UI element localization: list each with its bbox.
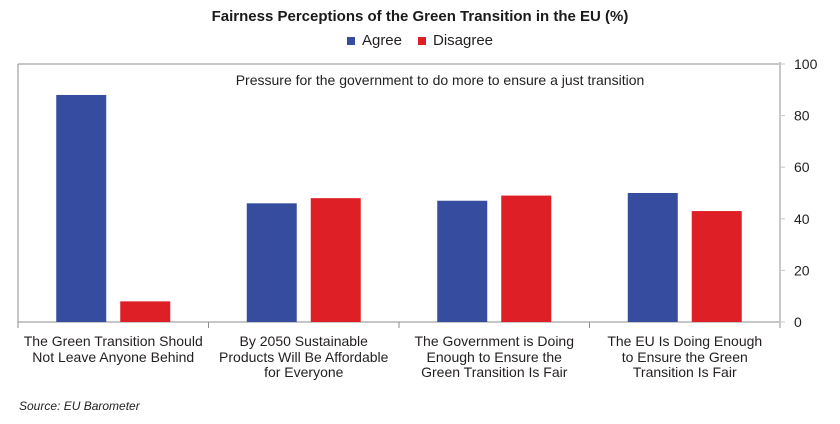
x-tick-label-line: Transition Is Fair [632,364,737,380]
x-tick-label-line: to Ensure the Green [621,348,748,365]
bar-disagree-1 [120,301,171,322]
bar-disagree-4 [691,211,742,322]
x-tick-label-line: The Green Transition Should [23,333,203,349]
x-tick-label: The EU Is Doing Enough to Ensure the Gree… [590,333,780,381]
bar-agree-2 [246,203,297,322]
x-tick-label-line: Products Will Be Affordable [219,348,389,365]
x-tick-label-line: Green Transition Is Fair [421,364,568,380]
x-tick-label-line: By 2050 Sustainable [239,333,368,349]
y-tick-label: 40 [794,211,810,227]
chart-annotation: Pressure for the government to do more t… [236,72,645,88]
x-tick-label-line: for Everyone [264,364,344,380]
legend-swatch-disagree [418,36,426,45]
x-tick-label-line: Enough to Ensure the [426,348,562,365]
y-tick-label: 100 [794,56,818,72]
x-tick-label: The Green Transition Should Not Leave Any… [18,333,208,365]
bar-agree-3 [437,200,488,322]
y-tick-label: 0 [794,314,802,330]
source-note: Source: EU Barometer [19,399,140,413]
legend-label-agree: Agree [361,32,402,49]
legend-label-disagree: Disagree [433,32,494,49]
bar-agree-1 [56,94,107,323]
chart-title: Fairness Perceptions of the Green Transi… [211,8,629,25]
y-tick-label: 80 [794,108,810,124]
bar-disagree-3 [501,195,552,322]
x-tick-label-line: The Government is Doing [414,333,575,349]
x-tick-label: The Government is Doing Enough to Ensure … [399,333,589,381]
x-tick-label-line: Not Leave Anyone Behind [32,348,195,365]
legend: Agree Disagree [0,32,840,49]
legend-swatch-agree [346,36,355,45]
bar-disagree-2 [310,198,361,322]
y-tick-label: 20 [794,262,810,278]
bar-agree-4 [627,193,678,322]
legend-item-agree: Agree [346,32,402,49]
legend-item-disagree: Disagree [418,32,493,49]
x-tick-label-line: The EU Is Doing Enough [607,333,763,349]
x-tick-label: By 2050 Sustainable Products Will Be Affo… [209,333,399,381]
y-tick-label: 60 [794,159,810,175]
